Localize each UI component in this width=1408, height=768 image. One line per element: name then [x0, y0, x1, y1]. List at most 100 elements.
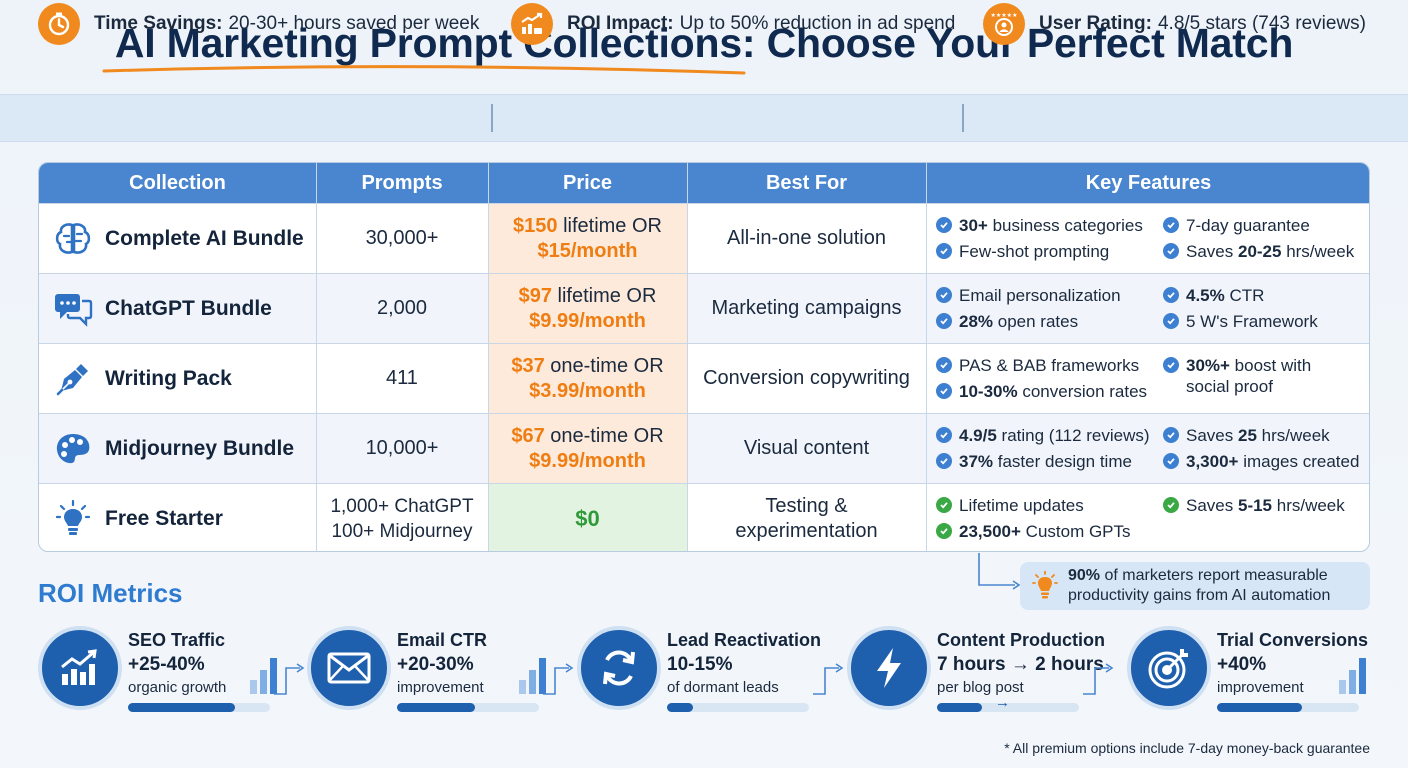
- envelope-icon: [307, 626, 391, 710]
- best-for: All-in-one solution: [727, 227, 886, 249]
- roi-metric-card: Lead Reactivation 10-15% of dormant leads: [577, 626, 847, 716]
- table-header: Collection Prompts Price Best For Key Fe…: [39, 163, 1369, 203]
- check-icon: [1163, 313, 1179, 329]
- column-divider: [687, 163, 688, 551]
- metric-name: Lead Reactivation: [667, 630, 822, 650]
- stat-value: 4.8/5 stars (743 reviews): [1157, 13, 1366, 34]
- feature-item: 37% faster design time: [936, 451, 1132, 472]
- roi-metric-card: Content Production 7 hours → 2 hours per b…: [847, 626, 1117, 716]
- metric-caption: improvement: [1217, 679, 1304, 696]
- collection-label: ChatGPT Bundle: [105, 296, 272, 320]
- metric-name: Trial Conversions: [1217, 630, 1369, 650]
- feature-item: Email personalization: [936, 285, 1121, 306]
- price-primary-term: lifetime OR: [557, 214, 662, 237]
- table-row: Free Starter 1,000+ ChatGPT 100+ Midjour…: [39, 483, 1369, 551]
- roi-metric-card: Trial Conversions +40% improvement: [1127, 626, 1397, 716]
- arrow-right-icon: →: [995, 694, 1010, 711]
- price-primary: $0: [575, 506, 600, 531]
- check-icon: [1163, 497, 1179, 513]
- collection-name: ChatGPT Bundle: [39, 274, 316, 343]
- collection-name: Writing Pack: [39, 344, 316, 413]
- collection-label: Complete AI Bundle: [105, 226, 304, 250]
- roi-metric-card: SEO Traffic +25-40% organic growth: [38, 626, 308, 716]
- flow-arrow-icon: [274, 663, 305, 695]
- feature-item: 5 W's Framework: [1163, 311, 1318, 332]
- best-for-line: Testing &: [765, 494, 848, 517]
- price-primary: $67: [511, 424, 545, 447]
- best-for: Visual content: [743, 437, 870, 459]
- user-rating-icon: ★★★★★: [983, 3, 1025, 45]
- metric-progress-bar: [667, 703, 809, 712]
- column-divider: [316, 163, 317, 551]
- metric-caption: of dormant leads: [667, 679, 779, 696]
- prompts-count: 30,000+: [365, 227, 439, 249]
- comparison-table: Collection Prompts Price Best For Key Fe…: [38, 162, 1370, 552]
- metric-progress-fill: [1217, 703, 1302, 712]
- price-secondary: $15/month: [537, 239, 638, 262]
- feature-item: Saves 5-15 hrs/week: [1163, 495, 1345, 516]
- callout-text: productivity gains from AI automation: [1068, 587, 1331, 604]
- pen-nib-icon: [53, 359, 93, 399]
- best-for: Testing & experimentation: [687, 484, 926, 551]
- feature-item: Few-shot prompting: [936, 241, 1109, 262]
- collection-name: Free Starter: [39, 484, 316, 551]
- check-icon: [936, 287, 952, 303]
- collection-label: Free Starter: [105, 506, 223, 530]
- metric-progress-fill: [397, 703, 475, 712]
- check-icon: [936, 217, 952, 233]
- price-primary: $150: [513, 214, 558, 237]
- price-secondary: $9.99/month: [529, 449, 646, 472]
- check-icon: [1163, 453, 1179, 469]
- metric-value: 10-15%: [667, 654, 733, 675]
- stat-label: ROI Impact:: [567, 13, 674, 34]
- check-icon: [1163, 217, 1179, 233]
- collection-label: Midjourney Bundle: [105, 436, 294, 460]
- callout-connector: [978, 553, 1021, 590]
- feature-item: 7-day guarantee: [1163, 215, 1310, 236]
- metric-progress-fill: [937, 703, 982, 712]
- palette-icon: [53, 429, 93, 469]
- prompts-count: 411: [386, 367, 418, 389]
- feature-item: 3,300+ images created: [1163, 451, 1359, 472]
- flow-arrow-icon: [813, 663, 844, 695]
- prompts-count: 1,000+ ChatGPT 100+ Midjourney: [316, 484, 488, 551]
- check-icon: [936, 243, 952, 259]
- roi-chart-icon: [511, 3, 553, 45]
- metric-progress-bar: [1217, 703, 1359, 712]
- feature-item: 30+ business categories: [936, 215, 1143, 236]
- page-title: AI Marketing Prompt Collections: Choose …: [114, 20, 1294, 66]
- price-secondary: $3.99/month: [529, 379, 646, 402]
- metric-progress-bar: [937, 703, 1079, 712]
- stat-divider: [962, 104, 964, 132]
- check-icon: [1163, 427, 1179, 443]
- check-icon: [1163, 357, 1179, 373]
- metric-value: +40%: [1217, 654, 1267, 675]
- check-icon: [936, 523, 952, 539]
- metric-caption: organic growth: [128, 679, 227, 696]
- check-icon: [936, 383, 952, 399]
- header-collection: Collection: [129, 172, 226, 194]
- metric-value: +20-30%: [397, 654, 474, 675]
- metric-progress-fill: [667, 703, 693, 712]
- price-cell: $0: [488, 484, 687, 551]
- price-primary-term: one-time OR: [544, 354, 664, 377]
- feature-item: Saves 20-25 hrs/week: [1163, 241, 1354, 262]
- lightbulb-icon: [1032, 571, 1058, 599]
- callout-text: of marketers report measurable: [1100, 567, 1328, 584]
- roi-metric-card: Email CTR +20-30% improvement: [307, 626, 577, 716]
- feature-item: 30%+ boost with social proof: [1163, 355, 1311, 397]
- stat-divider: [491, 104, 493, 132]
- metric-progress-fill: [128, 703, 235, 712]
- stat-label: User Rating:: [1039, 13, 1152, 34]
- price-cell: $150 lifetime OR $15/month: [488, 204, 687, 273]
- column-divider: [488, 163, 489, 551]
- prompts-count: 10,000+: [365, 437, 439, 459]
- flow-arrow-icon: [543, 663, 574, 695]
- stat-value: 20-30+ hours saved per week: [228, 13, 480, 34]
- metric-progress-bar: [397, 703, 539, 712]
- header-price: Price: [563, 172, 612, 194]
- lightning-icon: [847, 626, 931, 710]
- lightbulb-icon: [53, 499, 93, 539]
- best-for: Conversion copywriting: [703, 367, 910, 389]
- price-cell: $97 lifetime OR $9.99/month: [488, 274, 687, 343]
